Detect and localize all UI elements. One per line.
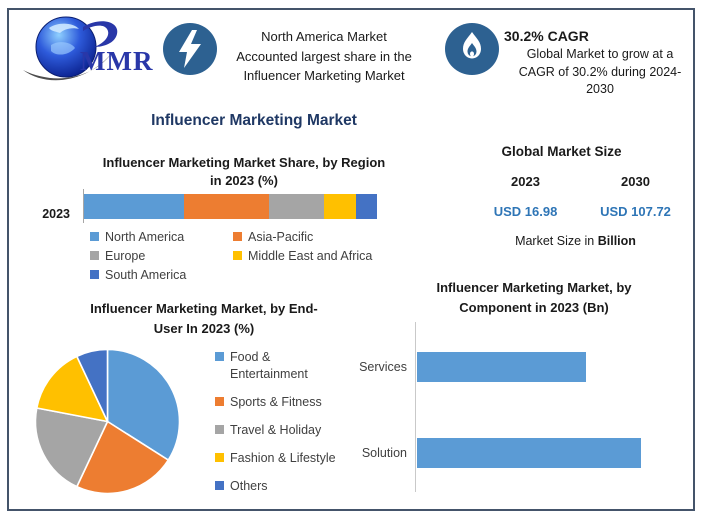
legend-item-sports-fitness: Sports & Fitness bbox=[215, 394, 380, 411]
bar-segment-europe bbox=[268, 194, 325, 219]
market-size-title: Global Market Size bbox=[501, 144, 622, 159]
border-frame: MMR North America Market Accounted large… bbox=[7, 8, 695, 511]
market-size-note-text: Market Size in bbox=[515, 234, 598, 248]
legend-swatch bbox=[90, 251, 99, 260]
pie-slice-others bbox=[75, 348, 109, 422]
region-category-label: 2023 bbox=[42, 207, 70, 221]
market-size-note-unit: Billion bbox=[597, 234, 636, 248]
end-user-chart-title: Influencer Marketing Market, by End- Use… bbox=[90, 301, 318, 336]
highlight-cagr: 30.2% CAGR Global Market to grow at a CA… bbox=[504, 28, 696, 99]
legend-swatch bbox=[90, 270, 99, 279]
flame-icon bbox=[445, 23, 499, 75]
bar-segment-middle-east-and-africa bbox=[324, 194, 357, 219]
pie-legend: Food & Entertainment Sports & Fitness Trav… bbox=[215, 349, 380, 495]
logo-text: MMR bbox=[80, 46, 153, 76]
logo-two-swoosh bbox=[83, 21, 118, 47]
legend-label: North America bbox=[105, 229, 185, 244]
legend-label: Fashion & Lifestyle bbox=[230, 451, 336, 465]
end-user-pie bbox=[34, 348, 181, 495]
component-axis-line bbox=[415, 322, 416, 492]
legend-label: Middle East and Africa bbox=[248, 248, 373, 263]
legend-swatch bbox=[215, 453, 224, 462]
logo-landmass bbox=[49, 23, 79, 33]
legend-swatch bbox=[215, 425, 224, 434]
region-axis-line bbox=[83, 189, 84, 223]
legend-swatch bbox=[90, 232, 99, 241]
bar-label-services: Services bbox=[359, 360, 407, 374]
bar-segment-south-america bbox=[356, 194, 377, 219]
mmr-globe-logo-icon: MMR bbox=[23, 16, 153, 81]
legend-item-asia-pacific: Asia-Pacific bbox=[233, 227, 420, 246]
page-title: Influencer Marketing Market bbox=[151, 112, 357, 129]
legend-label: Europe bbox=[105, 248, 146, 263]
cagr-text: Global Market to grow at a CAGR of 30.2%… bbox=[518, 47, 682, 96]
bar-solution bbox=[417, 438, 641, 468]
legend-item-others: Others bbox=[215, 478, 380, 495]
legend-swatch bbox=[215, 397, 224, 406]
market-size-value-2030: USD 107.72 bbox=[600, 204, 671, 219]
legend-item-middle-east-and-africa: Middle East and Africa bbox=[233, 246, 420, 265]
legend-item-europe: Europe bbox=[90, 246, 233, 265]
pie-slice-fashion-lifestyle bbox=[35, 355, 109, 423]
lightning-icon bbox=[163, 23, 217, 75]
legend-label: Asia-Pacific bbox=[248, 229, 314, 244]
legend-item-south-america: South America bbox=[90, 265, 233, 284]
bar-segment-asia-pacific bbox=[183, 194, 269, 219]
legend-swatch bbox=[233, 232, 242, 241]
market-size-year-2023: 2023 bbox=[511, 174, 540, 189]
market-size-note: Market Size in Billion bbox=[453, 234, 698, 248]
legend-swatch bbox=[215, 352, 224, 361]
legend-swatch bbox=[215, 481, 224, 490]
bar-services bbox=[417, 352, 586, 382]
region-stacked-bar bbox=[84, 194, 377, 219]
region-chart-title: Influencer Marketing Market Share, by Re… bbox=[102, 155, 386, 188]
pie-slice-travel-holiday bbox=[34, 407, 109, 488]
bar-segment-north-america bbox=[84, 194, 184, 219]
legend-item-fashion-lifestyle: Fashion & Lifestyle bbox=[215, 450, 380, 467]
legend-item-food-entertainment: Food & Entertainment bbox=[215, 349, 380, 383]
highlight-north-america-text: North America Market Accounted largest s… bbox=[236, 29, 412, 83]
legend-label: Others bbox=[230, 479, 268, 493]
market-size-year-2030: 2030 bbox=[621, 174, 650, 189]
legend-label: Sports & Fitness bbox=[230, 395, 322, 409]
logo-landmass bbox=[51, 42, 75, 55]
legend-label: Food & Entertainment bbox=[230, 350, 308, 381]
bar-label-solution: Solution bbox=[361, 446, 407, 460]
component-bar-plot: Services Solution bbox=[339, 322, 669, 492]
component-chart-title: Influencer Marketing Market, by Componen… bbox=[436, 280, 632, 315]
legend-item-travel-holiday: Travel & Holiday bbox=[215, 422, 380, 439]
cagr-title: 30.2% CAGR bbox=[504, 28, 589, 44]
legend-swatch bbox=[233, 251, 242, 260]
market-size-value-2023: USD 16.98 bbox=[493, 204, 558, 219]
legend-label: South America bbox=[105, 267, 187, 282]
legend-item-north-america: North America bbox=[90, 227, 233, 246]
legend-label: Travel & Holiday bbox=[230, 423, 322, 437]
region-legend: North America Asia-Pacific Europe Middle Ea… bbox=[90, 227, 420, 284]
